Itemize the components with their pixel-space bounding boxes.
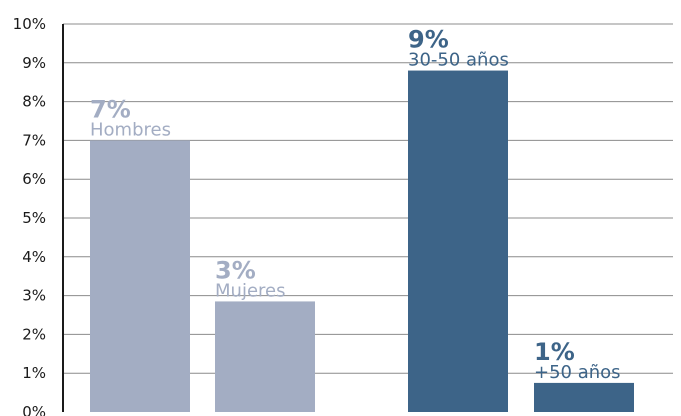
y-tick-label: 3%	[22, 287, 46, 305]
bar-value-label: 1%	[534, 338, 575, 366]
y-tick-label: 7%	[22, 131, 46, 149]
y-tick-label: 5%	[22, 209, 46, 227]
y-tick-label: 1%	[22, 364, 46, 382]
y-tick-label: 8%	[22, 93, 46, 111]
bar-category-label: 30-50 años	[408, 50, 509, 71]
bar	[408, 70, 508, 412]
bar-value-label: 3%	[215, 256, 256, 284]
bar-category-label: +50 años	[534, 362, 621, 383]
bar-value-label: 7%	[90, 95, 131, 123]
bars	[90, 70, 634, 412]
y-tick-label: 2%	[22, 325, 46, 343]
y-tick-label: 9%	[22, 54, 46, 72]
y-tick-label: 0%	[22, 403, 46, 416]
bar	[90, 140, 190, 412]
y-tick-label: 10%	[13, 15, 46, 33]
bar-value-label: 9%	[408, 26, 449, 54]
bar	[215, 301, 315, 412]
y-axis-ticks: 0% 1% 2% 3% 4% 5% 6% 7% 8% 9% 10%	[13, 15, 46, 416]
y-tick-label: 4%	[22, 248, 46, 266]
bar	[534, 382, 634, 412]
bar-category-label: Mujeres	[215, 280, 285, 301]
bar-labels: 7%Hombres 3%Mujeres 9%30-50 años 1%+50 años	[90, 26, 621, 383]
bar-category-label: Hombres	[90, 119, 171, 140]
y-tick-label: 6%	[22, 170, 46, 188]
